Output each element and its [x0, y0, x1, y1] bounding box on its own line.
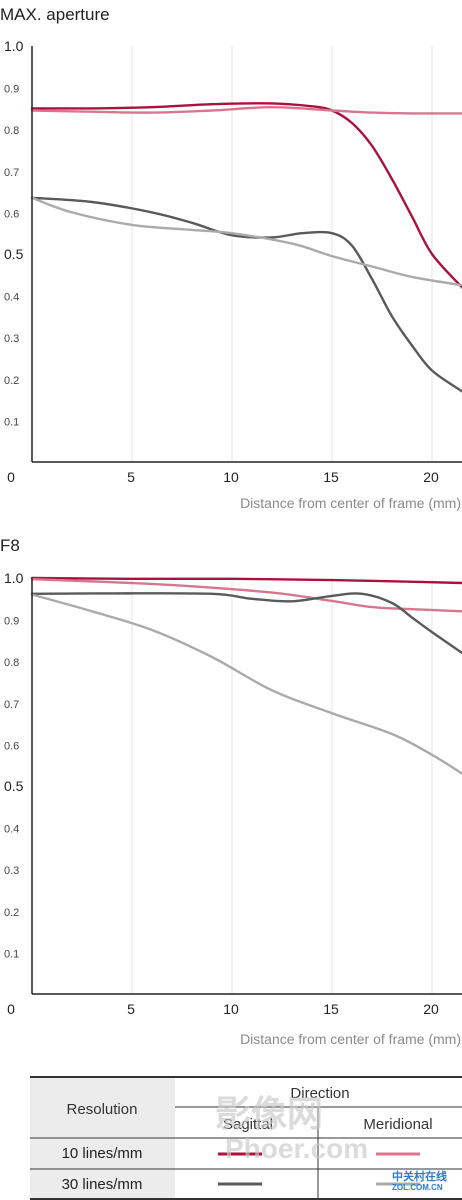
chart-2-series-4 [30, 593, 462, 775]
chart-2-x-tick-label-4: 20 [423, 1001, 439, 1017]
chart-1-series-3 [30, 196, 462, 393]
chart-1-title: MAX. aperture [0, 5, 110, 24]
chart-2-y-tick-label-9: 1.0 [4, 570, 24, 586]
watermark-main: 影像网 [215, 1093, 323, 1134]
chart-1-y-tick-label-4: 0.5 [4, 246, 24, 262]
chart-1-series-4 [30, 196, 462, 287]
chart-1-x-tick-label-2: 10 [223, 469, 239, 485]
legend-row-label-1: 10 lines/mm [62, 1145, 143, 1162]
chart-1-y-tick-label-9: 1.0 [4, 38, 24, 54]
chart-2-x-tick-label-2: 10 [223, 1001, 239, 1017]
chart-1-y-tick-label-7: 0.8 [4, 125, 19, 137]
chart-2-y-tick-label-6: 0.7 [4, 699, 19, 711]
legend-header-bg [30, 1076, 175, 1138]
watermark: 影像网 Phoer.com 中关村在线 ZOL.COM.CN [215, 1093, 447, 1192]
chart-2-y-tick-label-8: 0.9 [4, 616, 19, 628]
legend-sagittal-label: Sagittal [223, 1116, 273, 1133]
watermark-corner-sub: ZOL.COM.CN [392, 1183, 443, 1192]
chart-1-series-2 [30, 106, 462, 115]
chart-2-x-tick-label-0: 0 [7, 1001, 15, 1017]
chart-1-y-tick-label-6: 0.7 [4, 167, 19, 179]
chart-1-y-tick-label-1: 0.2 [4, 375, 19, 387]
legend-row-bg-2 [30, 1169, 175, 1200]
chart-1-x-axis-label: Distance from center of frame (mm) [240, 495, 461, 511]
chart-1-y-tick-label-5: 0.6 [4, 208, 19, 220]
chart-2-x-tick-label-3: 15 [323, 1001, 339, 1017]
chart-1-x-tick-label-3: 15 [323, 469, 339, 485]
chart-2-series-1 [30, 576, 462, 585]
chart-1-y-tick-label-0: 0.1 [4, 416, 19, 428]
chart-2-x-axis-label: Distance from center of frame (mm) [240, 1031, 461, 1047]
chart-2-x-tick-label-1: 5 [127, 1001, 135, 1017]
chart-2-y-tick-label-3: 0.4 [4, 824, 19, 836]
legend-row-label-2: 30 lines/mm [62, 1176, 143, 1193]
chart-1-y-tick-label-3: 0.4 [4, 292, 19, 304]
watermark-sub: Phoer.com [225, 1133, 368, 1164]
chart-1-y-tick-label-2: 0.3 [4, 333, 19, 345]
legend-row-bg-1 [30, 1138, 175, 1169]
chart-2-y-tick-label-4: 0.5 [4, 778, 24, 794]
chart-2-y-tick-label-1: 0.2 [4, 907, 19, 919]
legend-meridional-label: Meridional [363, 1116, 432, 1133]
chart-2-y-tick-label-5: 0.6 [4, 740, 19, 752]
mtf-charts: MAX. aperture 0 5 10 15 20 0.1 0.2 0.3 0.4 0.5 0.6 0… [0, 5, 462, 1047]
legend-table: Resolution Direction Sagittal Meridional… [30, 1076, 462, 1200]
chart-2-y-tick-label-7: 0.8 [4, 657, 19, 669]
chart-1-x-tick-label-1: 5 [127, 469, 135, 485]
chart-1-x-tick-label-0: 0 [7, 469, 15, 485]
chart-1-y-tick-label-8: 0.9 [4, 84, 19, 96]
chart-2-y-tick-label-0: 0.1 [4, 948, 19, 960]
chart-2-y-tick-label-2: 0.3 [4, 865, 19, 877]
legend-direction-label: Direction [290, 1085, 349, 1102]
chart-1-series-1 [30, 102, 462, 289]
chart-2-title: F8 [0, 536, 20, 555]
legend-resolution-label: Resolution [67, 1101, 138, 1118]
chart-2-series-3 [30, 592, 462, 655]
chart-1-x-tick-label-4: 20 [423, 469, 439, 485]
chart-2-series-2 [30, 578, 462, 613]
watermark-corner: 中关村在线 [392, 1169, 447, 1183]
